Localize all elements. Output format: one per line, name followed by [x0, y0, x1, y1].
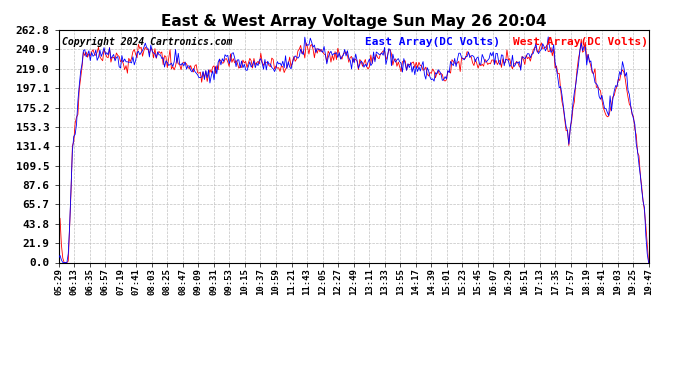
Text: Copyright 2024 Cartronics.com: Copyright 2024 Cartronics.com [61, 37, 232, 47]
Text: West Array(DC Volts): West Array(DC Volts) [513, 37, 648, 47]
Title: East & West Array Voltage Sun May 26 20:04: East & West Array Voltage Sun May 26 20:… [161, 14, 546, 29]
Text: East Array(DC Volts): East Array(DC Volts) [366, 37, 500, 47]
